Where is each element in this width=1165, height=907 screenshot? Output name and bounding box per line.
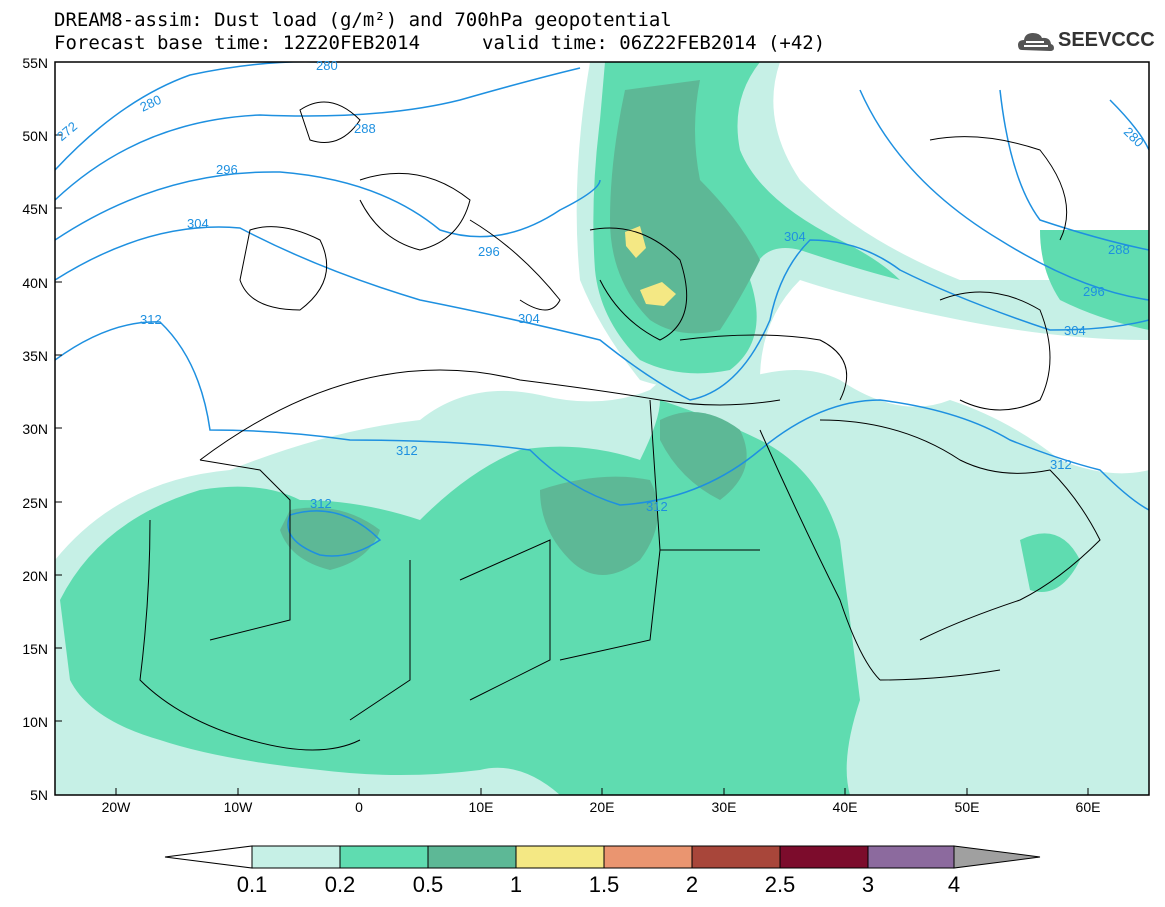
lat-label: 30N bbox=[22, 421, 48, 437]
cloud-logo-icon bbox=[1018, 33, 1054, 51]
contour-label: 296 bbox=[1083, 284, 1105, 299]
contour-label: 296 bbox=[216, 162, 238, 177]
forecast-base-time: Forecast base time: 12Z20FEB2014 bbox=[54, 32, 421, 54]
colorbar-bin bbox=[515, 845, 605, 869]
contour-label: 288 bbox=[1108, 242, 1130, 257]
lon-label: 50E bbox=[954, 799, 980, 815]
contour-east-2 bbox=[859, 89, 1149, 301]
colorbar-bin bbox=[339, 845, 429, 869]
colorbar-label: 0.2 bbox=[324, 872, 356, 897]
contour-label: 304 bbox=[1064, 323, 1086, 338]
lon-label: 10W bbox=[223, 799, 253, 815]
contour-296 bbox=[55, 171, 601, 241]
colorbar-label: 1.5 bbox=[588, 872, 620, 897]
contour-label: 312 bbox=[396, 443, 418, 458]
contour-label: 304 bbox=[518, 311, 540, 326]
lon-label: 20E bbox=[589, 799, 615, 815]
contour-label: 304 bbox=[187, 216, 209, 231]
colorbar-arrow-high bbox=[953, 845, 1041, 869]
contour-label: 312 bbox=[1050, 457, 1072, 472]
contour-label: 312 bbox=[646, 499, 668, 514]
contour-label-group: 280 272 280 288 296 304 296 312 304 312 … bbox=[54, 58, 1147, 514]
contour-label: 296 bbox=[478, 244, 500, 259]
contour-label: 304 bbox=[784, 229, 806, 244]
dust-region-dark-central bbox=[540, 476, 658, 575]
colorbar-bin bbox=[779, 845, 869, 869]
colorbar bbox=[164, 845, 1041, 869]
contour-304 bbox=[55, 226, 1149, 401]
colorbar-bin bbox=[251, 845, 341, 869]
contour-label: 288 bbox=[354, 121, 376, 136]
colorbar-label: 3 bbox=[861, 872, 875, 897]
colorbar-bin bbox=[427, 845, 517, 869]
lat-label: 35N bbox=[22, 348, 48, 364]
lat-label: 40N bbox=[22, 275, 48, 291]
valid-time: valid time: 06Z22FEB2014 (+42) bbox=[482, 32, 826, 54]
lon-label: 10E bbox=[468, 799, 494, 815]
lon-label: 40E bbox=[832, 799, 858, 815]
lat-label: 15N bbox=[22, 641, 48, 657]
lat-label: 25N bbox=[22, 495, 48, 511]
contour-312 bbox=[55, 321, 1149, 511]
contour-label: 312 bbox=[140, 312, 162, 327]
colorbar-label: 2.5 bbox=[764, 872, 796, 897]
geopotential-contours bbox=[55, 62, 1149, 557]
dust-region-dark-balkans bbox=[610, 80, 760, 334]
contour-label: 280 bbox=[316, 58, 338, 73]
logo-text: SEEVCCC bbox=[1058, 29, 1155, 51]
colorbar-label: 2 bbox=[685, 872, 699, 897]
lat-label: 20N bbox=[22, 568, 48, 584]
colorbar-label: 1 bbox=[509, 872, 523, 897]
contour-label: 312 bbox=[310, 496, 332, 511]
dust-region-medium-east bbox=[1040, 230, 1149, 330]
colorbar-label: 0.5 bbox=[412, 872, 444, 897]
lon-label: 0 bbox=[355, 799, 363, 815]
lat-label: 5N bbox=[30, 787, 48, 803]
colorbar-bin bbox=[603, 845, 693, 869]
lon-label: 30E bbox=[711, 799, 737, 815]
lat-label: 45N bbox=[22, 201, 48, 217]
colorbar-label: 4 bbox=[947, 872, 961, 897]
contour-312-loop bbox=[287, 510, 382, 557]
lon-label: 20W bbox=[101, 799, 131, 815]
contour-288 bbox=[55, 67, 581, 201]
dust-region-dark-nile bbox=[660, 412, 747, 500]
colorbar-bin bbox=[691, 845, 781, 869]
contour-ne bbox=[1109, 99, 1149, 151]
contour-east bbox=[999, 89, 1149, 251]
dust-region-medium-arabia bbox=[1020, 533, 1080, 592]
map-title: DREAM8-assim: Dust load (g/m²) and 700hP… bbox=[54, 9, 672, 31]
lat-label: 10N bbox=[22, 714, 48, 730]
colorbar-arrow-low bbox=[164, 845, 253, 869]
colorbar-label: 0.1 bbox=[236, 872, 268, 897]
lat-label: 55N bbox=[22, 55, 48, 71]
dust-region-yellow-2 bbox=[640, 282, 676, 306]
coastlines-borders bbox=[139, 101, 1101, 751]
dust-region-dark-sahara bbox=[280, 507, 380, 570]
lon-label: 60E bbox=[1075, 799, 1101, 815]
lat-label: 50N bbox=[22, 128, 48, 144]
colorbar-bin bbox=[867, 845, 955, 869]
